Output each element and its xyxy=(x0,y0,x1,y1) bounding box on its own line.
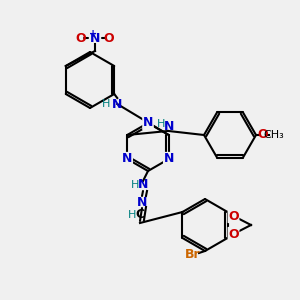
Text: N: N xyxy=(164,121,174,134)
Text: H: H xyxy=(102,99,110,109)
Text: N: N xyxy=(164,152,174,166)
Text: N: N xyxy=(122,152,132,166)
Text: O: O xyxy=(104,32,114,44)
Text: N: N xyxy=(137,196,147,208)
Text: O: O xyxy=(258,128,268,142)
Text: N: N xyxy=(112,98,122,110)
Text: O: O xyxy=(228,227,239,241)
Text: +: + xyxy=(89,29,97,39)
Text: C: C xyxy=(135,208,145,221)
Text: N: N xyxy=(138,178,148,191)
Text: O: O xyxy=(228,209,239,223)
Text: N: N xyxy=(143,116,153,130)
Text: H: H xyxy=(131,180,139,190)
Text: CH₃: CH₃ xyxy=(264,130,284,140)
Text: N: N xyxy=(90,32,100,44)
Text: O: O xyxy=(76,32,86,44)
Text: Br: Br xyxy=(185,248,201,260)
Text: H: H xyxy=(156,119,165,129)
Text: H: H xyxy=(128,210,136,220)
